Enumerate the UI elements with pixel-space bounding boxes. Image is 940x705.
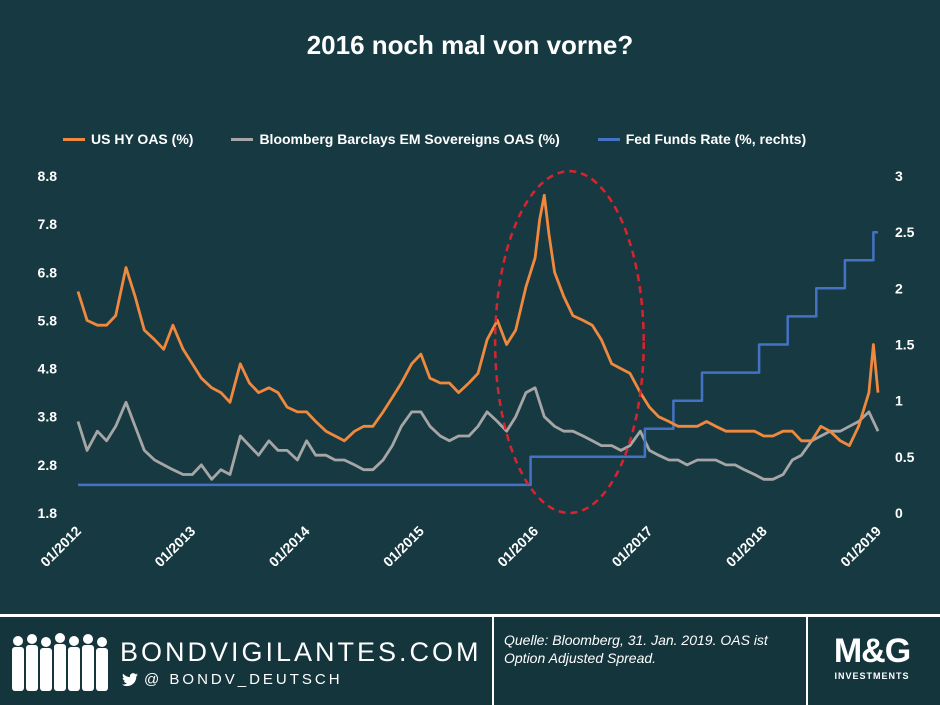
footer-divider	[806, 617, 808, 705]
twitter-bird-icon	[122, 672, 138, 686]
y-right-tick-label: 0	[895, 505, 903, 521]
legend-item-fed-funds: Fed Funds Rate (%, rechts)	[597, 131, 807, 147]
mg-investments-logo: M&G INVESTMENTS	[816, 633, 928, 697]
y-right-tick-label: 0.5	[895, 449, 915, 465]
series-line-em-sov	[76, 386, 880, 481]
footer-divider	[492, 617, 494, 705]
y-left-tick-label: 4.8	[38, 361, 58, 377]
y-left-tick-label: 2.8	[38, 457, 58, 473]
mg-logo-mark: M&G	[833, 632, 911, 670]
y-left-tick-label: 6.8	[38, 264, 58, 280]
footer: BONDVIGILANTES.COM @ BONDV_DEUTSCH Quell…	[0, 614, 940, 705]
x-tick-label: 01/2017	[608, 523, 655, 570]
x-tick-label: 01/2018	[723, 523, 770, 570]
y-right-tick-label: 1.5	[895, 337, 915, 353]
x-tick-label: 01/2013	[151, 523, 198, 570]
y-right-tick-label: 1	[895, 393, 903, 409]
x-tick-label: 01/2019	[837, 523, 884, 570]
legend-item-us-hy: US HY OAS (%)	[63, 131, 193, 147]
y-right-tick-label: 2.5	[895, 224, 915, 240]
legend-item-em-sov: Bloomberg Barclays EM Sovereigns OAS (%)	[231, 131, 560, 147]
x-tick-label: 01/2016	[494, 523, 541, 570]
y-right-tick-label: 3	[895, 168, 903, 184]
x-tick-label: 01/2014	[266, 523, 313, 570]
y-left-tick-label: 5.8	[38, 312, 58, 328]
x-tick-label: 01/2015	[380, 523, 427, 570]
source-note: Quelle: Bloomberg, 31. Jan. 2019. OAS is…	[504, 632, 768, 666]
plot-area: 1.8 2.8 3.8 4.8 5.8 6.8 7.8 8.8 0 0.5 1 1.5 2 2.5 3 01/…	[37, 168, 915, 570]
legend-swatch-fed-funds	[597, 137, 620, 141]
y-left-tick-label: 1.8	[38, 505, 58, 521]
highlight-ellipse-2016	[493, 169, 645, 515]
legend-label-em-sov: Bloomberg Barclays EM Sovereigns OAS (%)	[259, 131, 560, 147]
y-left-tick-label: 7.8	[38, 216, 58, 232]
mg-logo-sub: INVESTMENTS	[834, 671, 910, 681]
series-line-fed-funds	[78, 230, 878, 487]
series-line-us-hy	[76, 193, 880, 447]
twitter-handle: @ BONDV_DEUTSCH	[144, 671, 343, 688]
people-silhouettes-logo	[12, 633, 108, 691]
chart-panel: 2016 noch mal von vorne? US HY OAS (%) B…	[37, 30, 915, 570]
y-left-tick-label: 8.8	[38, 168, 58, 184]
legend-swatch-us-hy	[63, 137, 85, 141]
legend-label-us-hy: US HY OAS (%)	[91, 131, 194, 147]
y-right-tick-label: 2	[895, 280, 903, 296]
twitter-handle-row: @ BONDV_DEUTSCH	[122, 671, 343, 688]
chart-title: 2016 noch mal von vorne?	[306, 30, 634, 60]
legend-label-fed-funds: Fed Funds Rate (%, rechts)	[625, 131, 807, 147]
y-left-tick-label: 3.8	[38, 409, 58, 425]
legend-swatch-em-sov	[231, 137, 254, 141]
x-tick-label: 01/2012	[37, 523, 84, 570]
chart-legend: US HY OAS (%) Bloomberg Barclays EM Sove…	[63, 128, 883, 150]
brand-name: BONDVIGILANTES.COM	[120, 637, 482, 667]
